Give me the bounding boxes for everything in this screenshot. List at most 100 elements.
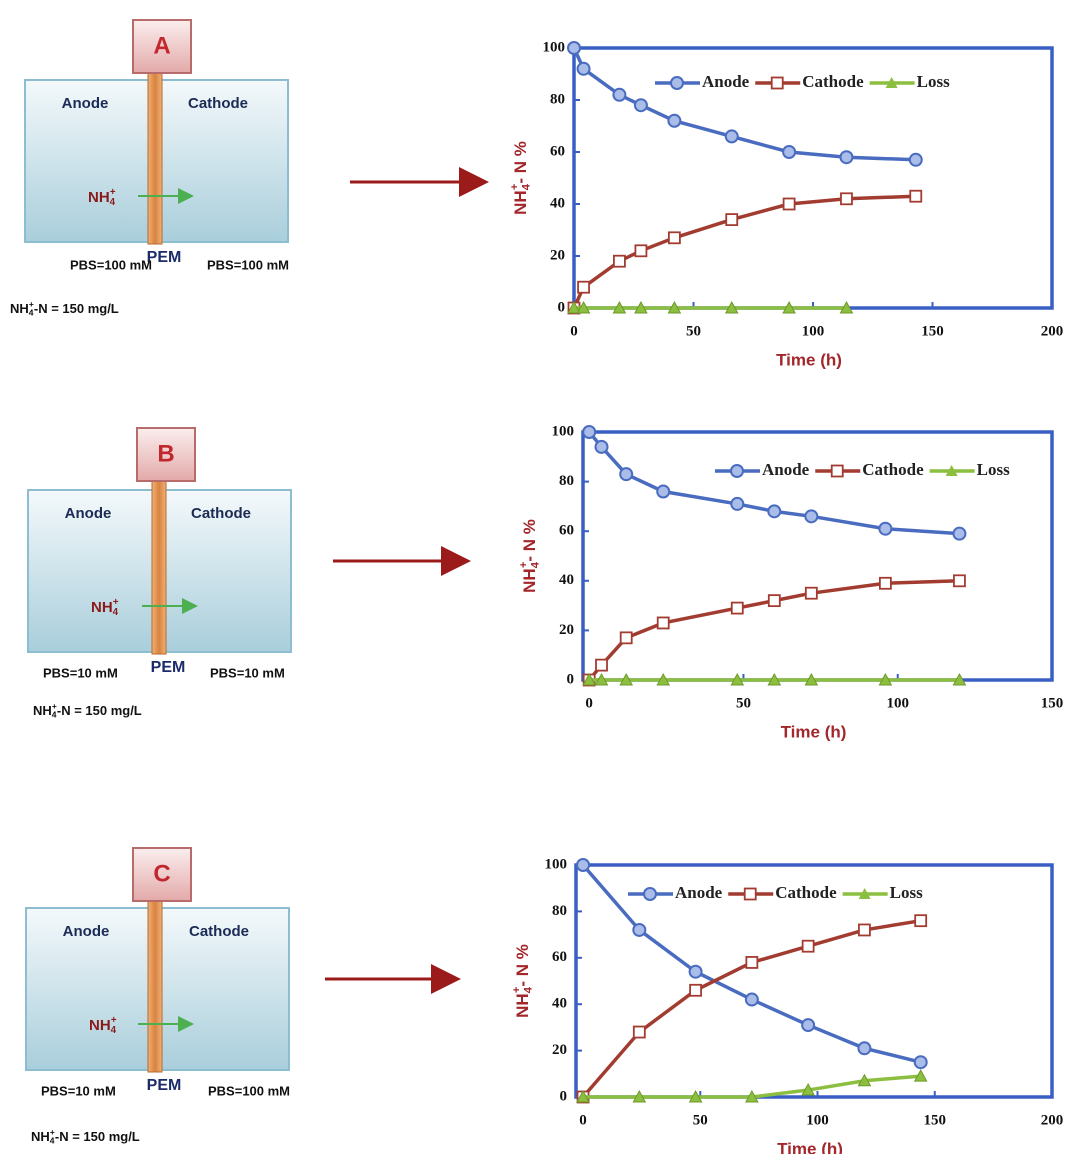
data-point [667, 113, 682, 128]
panel-label: C [153, 860, 170, 887]
data-point [801, 1018, 816, 1033]
data-point [724, 300, 739, 314]
x-axis-title: Time (h) [781, 722, 847, 741]
data-point [782, 197, 796, 211]
conc-label: NH4+-N = 150 mg/L [31, 1127, 140, 1145]
data-point [582, 672, 597, 686]
x-tick-label: 100 [886, 695, 909, 711]
anode-label: Anode [65, 505, 112, 522]
data-point [619, 631, 633, 645]
legend-label: Loss [977, 460, 1010, 479]
data-point [744, 992, 759, 1007]
data-point [576, 1089, 590, 1103]
y-tick-label: 60 [559, 523, 574, 539]
x-axis-title: Time (h) [776, 350, 842, 369]
data-point [724, 129, 739, 144]
legend-label: Cathode [862, 460, 924, 479]
legend-label: Anode [702, 72, 750, 91]
data-point [594, 672, 609, 686]
y-axis-title: NH4+- N % [511, 944, 534, 1018]
data-point [633, 98, 648, 113]
x-tick-label: 150 [924, 1112, 947, 1128]
data-point [656, 616, 670, 630]
y-axis-title-rest: - N % [511, 141, 530, 184]
y-tick-label: 40 [552, 996, 567, 1012]
legend-marker [730, 464, 744, 478]
pem-membrane [147, 69, 163, 245]
data-point [782, 300, 796, 314]
ion-label-base: NH [91, 599, 113, 616]
legend-marker [885, 77, 898, 88]
y-tick-label: 0 [567, 671, 575, 687]
legend-marker [945, 465, 958, 476]
y-axis-title-base: NH [513, 993, 532, 1018]
legend-label: Cathode [802, 72, 864, 91]
ion-label-sub: 4 [111, 1024, 117, 1035]
data-point [595, 658, 608, 672]
data-point [619, 467, 634, 482]
ion-label: NH4+ [91, 597, 119, 618]
series-line [572, 47, 916, 162]
y-axis-title-base: NH [511, 190, 530, 215]
ion-label: NH4+ [89, 1015, 117, 1036]
data-point [567, 300, 581, 314]
data-point [619, 672, 634, 686]
pbs-left: PBS=10 mM [41, 1083, 116, 1098]
conc-label-rest: -N = 150 mg/L [34, 301, 119, 316]
conc-label-rest: -N = 150 mg/L [55, 1129, 140, 1144]
ion-label-base: NH [89, 1017, 111, 1034]
pem-label: PEM [147, 1077, 182, 1094]
x-tick-label: 100 [806, 1112, 829, 1128]
legend-marker [743, 887, 757, 901]
x-tick-label: 150 [921, 323, 944, 339]
ion-label-sub: 4 [113, 606, 119, 617]
legend-marker [643, 887, 657, 901]
data-point [952, 526, 967, 541]
conc-label-sup: + [52, 701, 57, 711]
data-point [745, 956, 759, 969]
data-point [804, 586, 818, 600]
data-point [576, 300, 591, 314]
data-point [801, 1082, 815, 1096]
x-tick-label: 150 [1041, 695, 1064, 711]
conc-label: NH4+-N = 150 mg/L [10, 299, 119, 317]
x-tick-label: 50 [686, 323, 701, 339]
ion-label-sup: + [113, 597, 119, 608]
x-axis-title: Time (h) [777, 1139, 843, 1154]
pem-label: PEM [151, 659, 186, 676]
anode-label: Anode [62, 95, 109, 112]
y-tick-label: 20 [552, 1042, 567, 1058]
y-axis-title-base: NH [520, 568, 539, 593]
conc-label-sup: + [50, 1127, 55, 1137]
data-point [878, 521, 893, 536]
pbs-right: PBS=100 mM [208, 1083, 290, 1098]
data-point [582, 425, 597, 439]
y-tick-label: 100 [543, 39, 566, 55]
legend-marker [830, 464, 844, 478]
legend-label: Anode [675, 883, 723, 902]
pem-membrane [151, 479, 167, 655]
y-axis-title-sub: 4 [522, 986, 534, 993]
data-point [878, 672, 893, 686]
pbs-left: PBS=100 mM [70, 257, 152, 272]
panel-label: A [153, 32, 170, 59]
legend-label: Cathode [775, 883, 837, 902]
label-box [132, 847, 192, 902]
data-point [632, 1025, 646, 1039]
data-point [858, 923, 871, 937]
data-point [913, 1055, 928, 1070]
data-point [908, 152, 923, 167]
data-point [576, 61, 591, 76]
data-point [878, 576, 892, 590]
data-point [634, 300, 648, 314]
data-point [725, 213, 739, 227]
y-tick-label: 100 [545, 856, 568, 872]
data-point [952, 672, 967, 686]
data-point [656, 672, 671, 686]
y-axis-title-sub: 4 [520, 183, 532, 190]
data-point [577, 280, 590, 294]
y-tick-label: 60 [550, 143, 565, 159]
y-tick-label: 80 [552, 903, 567, 919]
data-point [613, 254, 626, 268]
